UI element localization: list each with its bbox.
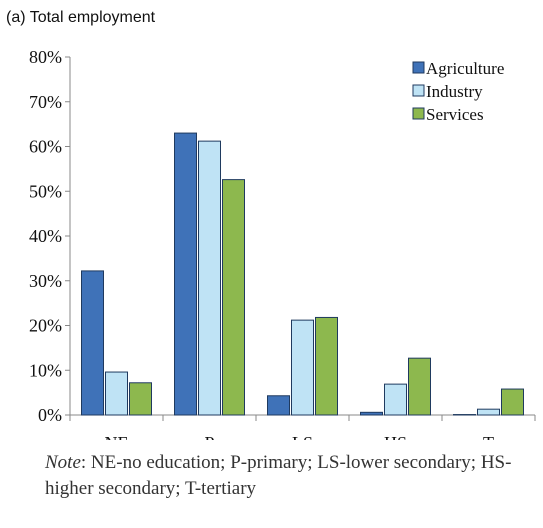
y-tick-label: 80% bbox=[29, 47, 62, 67]
y-tick-label: 70% bbox=[29, 92, 62, 112]
x-axis: NE P LS HS T bbox=[69, 414, 536, 440]
y-tick-label: 20% bbox=[29, 316, 62, 336]
bar-services-ne bbox=[129, 382, 152, 416]
bar-industry-hs bbox=[384, 383, 407, 416]
y-tick-label: 30% bbox=[29, 271, 62, 291]
y-axis: 0% 10% 20% 30% 40% 50% 60% 70% 80% bbox=[29, 47, 71, 425]
chart-title: (a) Total employment bbox=[6, 9, 156, 26]
chart-note: Note: NE-no education; P-primary; LS-low… bbox=[45, 450, 515, 502]
x-tick-label: T bbox=[483, 433, 494, 440]
bar-chart: (a) Total employment 0% 10% 20% 30% 40% 50% 60… bbox=[6, 9, 536, 440]
x-tick-label: NE bbox=[105, 433, 129, 440]
bar-services-p bbox=[222, 179, 245, 416]
bar-industry-ls bbox=[291, 319, 314, 416]
bar-services-t bbox=[501, 388, 524, 416]
bar-agriculture-p bbox=[174, 132, 197, 416]
bar-agriculture-ne bbox=[81, 270, 104, 416]
x-tick-label: HS bbox=[384, 433, 407, 440]
bar-industry-t bbox=[477, 408, 500, 416]
legend-label: Services bbox=[426, 105, 484, 124]
bars-group bbox=[81, 132, 524, 416]
bar-services-ls bbox=[315, 316, 338, 416]
note-label: Note bbox=[45, 452, 81, 473]
legend-label: Industry bbox=[426, 82, 483, 101]
legend: Agriculture Industry Services bbox=[412, 59, 504, 124]
legend-label: Agriculture bbox=[426, 59, 504, 78]
y-tick-label: 10% bbox=[29, 360, 62, 380]
x-tick-label: P bbox=[204, 433, 214, 440]
note-text: : NE-no education; P-primary; LS-lower s… bbox=[45, 452, 512, 499]
legend-swatch bbox=[412, 84, 425, 97]
bar-agriculture-ls bbox=[267, 395, 290, 416]
y-tick-label: 60% bbox=[29, 137, 62, 157]
bar-industry-p bbox=[198, 140, 221, 416]
y-tick-label: 50% bbox=[29, 181, 62, 201]
y-tick-label: 0% bbox=[38, 405, 62, 425]
legend-swatch bbox=[412, 61, 425, 74]
bar-industry-ne bbox=[105, 371, 128, 416]
legend-swatch bbox=[412, 107, 425, 120]
y-tick-label: 40% bbox=[29, 226, 62, 246]
x-tick-label: LS bbox=[292, 433, 313, 440]
bar-agriculture-hs bbox=[360, 411, 383, 416]
bar-services-hs bbox=[408, 357, 431, 416]
